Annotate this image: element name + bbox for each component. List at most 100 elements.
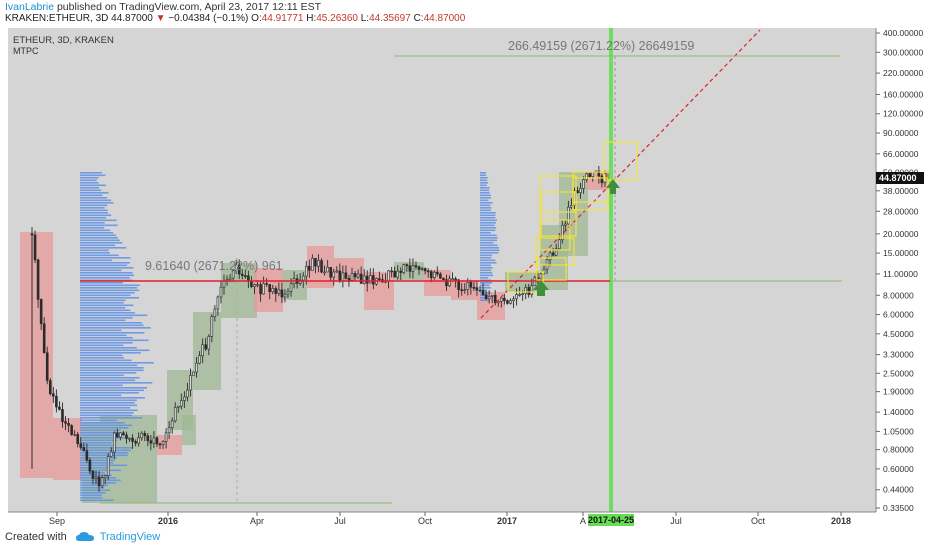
- candle-body: [152, 437, 156, 444]
- price-tick-label: 1.90000: [883, 387, 914, 397]
- volume-profile-bar: [80, 302, 124, 304]
- candle-body: [414, 265, 418, 268]
- low-value: 44.35697: [369, 13, 411, 24]
- volume-profile-bar: [80, 282, 123, 284]
- volume-profile-bar: [80, 327, 151, 329]
- candle-body: [277, 289, 281, 294]
- price-axis[interactable]: 400.00000 300.00000 220.00000 160.00000 120.…: [875, 28, 923, 513]
- volume-profile-bar: [80, 357, 124, 359]
- volume-profile-bar: [480, 222, 496, 224]
- volume-profile-bar: [80, 204, 108, 207]
- volume-profile-bar: [80, 189, 102, 192]
- candle-body: [503, 297, 506, 301]
- candle-body: [506, 300, 509, 304]
- volume-profile-bar: [80, 479, 121, 482]
- candle-body: [353, 273, 357, 278]
- time-tick-label: Oct: [751, 516, 766, 526]
- price-chart[interactable]: ETHEUR, 3D, KRAKEN MTPC 9.61640 (2671.22…: [0, 0, 932, 530]
- candle-body: [244, 275, 247, 277]
- candle-body: [429, 271, 433, 279]
- candle-body: [58, 406, 61, 410]
- candle-body: [64, 421, 67, 424]
- volume-profile-bar: [80, 217, 107, 219]
- candle-body: [314, 258, 317, 267]
- volume-profile-bar: [80, 194, 103, 197]
- candle-body: [146, 435, 150, 442]
- price-tick-label: 220.00000: [883, 68, 923, 78]
- candle-body: [268, 284, 272, 293]
- candle-body: [521, 293, 524, 295]
- volume-profile-bar: [480, 252, 499, 254]
- candle-body: [567, 206, 570, 225]
- candle-body: [55, 395, 58, 408]
- candle-body: [524, 287, 528, 294]
- volume-profile-bar: [80, 362, 154, 364]
- footer-brand[interactable]: TradingView: [99, 531, 161, 543]
- price-tick-label: 15.00000: [883, 248, 919, 258]
- price-tick-label: 0.33500: [883, 503, 914, 513]
- candle-body: [518, 294, 521, 296]
- candle-body: [262, 283, 265, 295]
- volume-profile-bar: [80, 459, 116, 462]
- candle-body: [155, 437, 159, 445]
- candle-body: [213, 308, 217, 317]
- volume-profile-bar: [480, 269, 492, 272]
- publish-text: published on TradingView.com, April 23, …: [56, 1, 322, 13]
- volume-profile-bar: [480, 277, 489, 279]
- volume-profile-bar: [80, 257, 131, 259]
- candle-body: [445, 279, 448, 287]
- volume-profile-bar: [80, 374, 124, 377]
- candle-body: [82, 447, 86, 452]
- candle-body: [210, 316, 214, 337]
- drawings: [80, 28, 842, 512]
- high-label: H:: [306, 13, 317, 24]
- volume-profile-bar: [80, 192, 109, 194]
- volume-profile-bar: [80, 337, 133, 339]
- candle-body: [198, 355, 201, 364]
- price-tick-label: 400.00000: [883, 28, 923, 38]
- close-value: 44.87000: [423, 13, 466, 24]
- time-tick-label: Sep: [49, 516, 65, 526]
- trend-line: [480, 29, 761, 319]
- volume-profile-bar: [480, 247, 500, 249]
- volume-profile-bar: [480, 219, 497, 222]
- candle-body: [280, 289, 284, 298]
- time-axis[interactable]: Sep 2016 Apr Jul Oct 2017 A Jul Oct 2018 2017-04-2…: [8, 511, 876, 526]
- candle-body: [137, 437, 140, 444]
- volume-profile-bar: [80, 489, 111, 492]
- candle-body: [164, 432, 168, 442]
- candle-body: [70, 425, 73, 435]
- annotation-upper: 266.49159 (2671.22%) 26649159: [508, 39, 694, 53]
- candle-body: [442, 277, 445, 280]
- volume-profile-bar: [480, 254, 492, 257]
- volume-profile-bar: [480, 204, 491, 207]
- candle-body: [112, 432, 116, 453]
- volume-profile-bar: [480, 294, 488, 297]
- volume-profile-bar: [80, 199, 112, 202]
- candle-body: [554, 248, 558, 256]
- candle-body: [216, 296, 220, 310]
- candle-body: [170, 420, 174, 428]
- volume-profile-bar: [480, 209, 492, 212]
- price-tick-label: 120.00000: [883, 109, 923, 119]
- candle-body: [420, 268, 424, 270]
- volume-profile-bar: [80, 499, 114, 502]
- price-tick-label: 4.50000: [883, 329, 914, 339]
- candle-body: [600, 175, 604, 184]
- candle-body: [97, 476, 101, 487]
- volume-profile-bar: [80, 312, 135, 314]
- candle-body: [183, 396, 186, 401]
- tradingview-cloud-icon: [75, 532, 94, 542]
- volume-profile-bar: [80, 264, 128, 267]
- volume-profile-bar: [80, 419, 118, 422]
- price-tick-label: 2.50000: [883, 368, 914, 378]
- candle-body: [487, 296, 491, 300]
- volume-profile-bar: [480, 237, 498, 239]
- volume-profile-bar: [80, 184, 107, 187]
- footer: Created with TradingView: [5, 531, 160, 543]
- author-link[interactable]: IvanLabrie: [5, 1, 55, 13]
- volume-profile-bar: [80, 329, 122, 332]
- green-zone: [193, 312, 221, 390]
- candle-body: [286, 291, 290, 295]
- volume-profile-bar: [80, 404, 138, 407]
